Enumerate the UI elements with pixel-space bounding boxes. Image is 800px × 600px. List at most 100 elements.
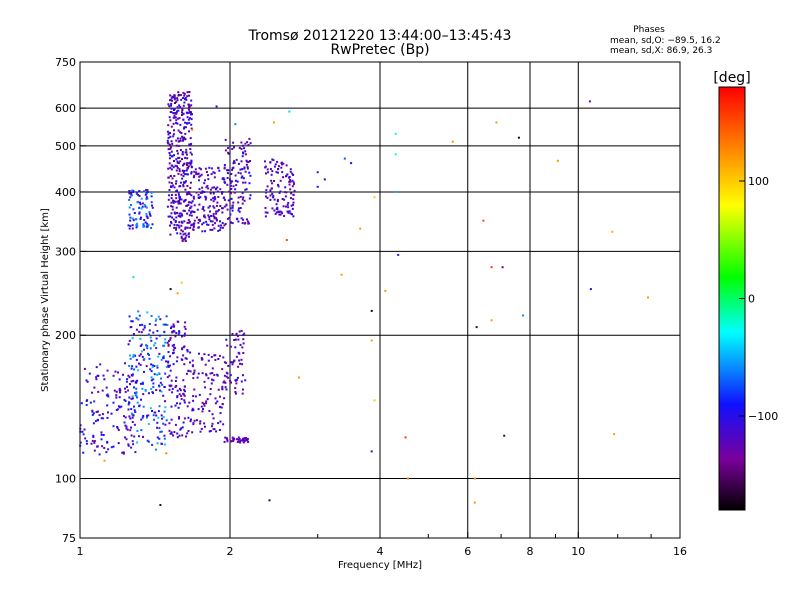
- data-point: [162, 323, 165, 326]
- data-point: [211, 220, 214, 223]
- data-point: [275, 211, 278, 214]
- data-point: [235, 355, 238, 358]
- data-point: [199, 219, 201, 222]
- data-point: [185, 153, 188, 156]
- data-point: [180, 427, 183, 430]
- data-point: [159, 389, 161, 392]
- data-point: [169, 119, 172, 122]
- data-point: [110, 412, 113, 415]
- data-point: [145, 365, 148, 368]
- data-point: [147, 333, 150, 336]
- data-point: [170, 150, 173, 153]
- data-point: [122, 373, 124, 376]
- data-point: [219, 220, 221, 223]
- data-point: [186, 173, 189, 176]
- data-point: [611, 230, 614, 233]
- data-point: [130, 397, 133, 400]
- data-point: [193, 222, 196, 225]
- data-point: [168, 194, 171, 197]
- data-point: [172, 116, 175, 119]
- data-point: [212, 197, 215, 200]
- data-point: [169, 233, 172, 236]
- data-point: [163, 434, 166, 437]
- data-point: [394, 190, 397, 193]
- data-point: [172, 135, 175, 138]
- data-point: [174, 386, 177, 388]
- data-point: [190, 111, 192, 114]
- data-point: [128, 401, 131, 404]
- data-point: [130, 434, 133, 437]
- data-point: [175, 332, 178, 335]
- data-point: [158, 405, 161, 408]
- data-point: [133, 423, 136, 426]
- data-point: [179, 149, 182, 151]
- data-point: [205, 400, 208, 403]
- data-point: [183, 334, 186, 337]
- data-point: [180, 398, 183, 401]
- data-point: [215, 204, 218, 207]
- data-point: [167, 124, 170, 127]
- data-point: [129, 219, 132, 222]
- data-point: [190, 142, 193, 145]
- data-point: [284, 195, 287, 198]
- data-point: [170, 102, 173, 105]
- data-point: [209, 210, 211, 213]
- data-point: [155, 347, 158, 350]
- data-point: [189, 370, 192, 373]
- data-point: [183, 126, 186, 129]
- data-point: [172, 122, 175, 125]
- data-point: [203, 422, 206, 425]
- data-point: [201, 401, 204, 404]
- data-point: [221, 226, 224, 229]
- data-point: [106, 369, 109, 372]
- data-point: [209, 188, 212, 191]
- data-point: [181, 214, 184, 217]
- data-point: [131, 397, 134, 400]
- data-point: [133, 405, 135, 408]
- data-point: [176, 160, 179, 163]
- data-point: [199, 196, 202, 199]
- data-point: [222, 356, 225, 359]
- data-point: [160, 358, 163, 361]
- data-point: [239, 362, 241, 365]
- data-point: [236, 438, 238, 441]
- data-point: [232, 141, 235, 144]
- data-point: [169, 94, 172, 97]
- grid-lines: [80, 62, 680, 538]
- data-point: [286, 173, 289, 176]
- data-point: [141, 355, 144, 358]
- data-point: [138, 211, 141, 214]
- data-point: [249, 174, 252, 177]
- data-point: [167, 351, 170, 353]
- data-point: [140, 429, 143, 432]
- data-point: [132, 208, 135, 211]
- data-point: [182, 118, 185, 121]
- data-point: [93, 441, 96, 444]
- data-point: [201, 207, 204, 210]
- data-point: [186, 91, 189, 94]
- data-point: [191, 359, 194, 362]
- data-point: [216, 186, 219, 189]
- data-point: [227, 199, 230, 202]
- data-point: [157, 372, 160, 375]
- data-point: [174, 116, 177, 119]
- data-point: [264, 160, 266, 163]
- data-point: [131, 374, 134, 377]
- data-point: [243, 147, 245, 150]
- data-point: [173, 330, 176, 333]
- data-point: [182, 104, 185, 107]
- data-point: [192, 176, 195, 179]
- data-point: [281, 198, 284, 200]
- data-point: [316, 185, 319, 188]
- data-point: [171, 142, 174, 145]
- data-point: [181, 158, 183, 161]
- data-point: [517, 136, 520, 139]
- data-point: [171, 208, 174, 211]
- data-point: [394, 132, 397, 135]
- data-point: [235, 158, 238, 161]
- data-point: [224, 381, 227, 384]
- data-point: [231, 222, 234, 225]
- data-point: [107, 448, 110, 451]
- data-point: [132, 414, 135, 417]
- data-point: [173, 109, 175, 111]
